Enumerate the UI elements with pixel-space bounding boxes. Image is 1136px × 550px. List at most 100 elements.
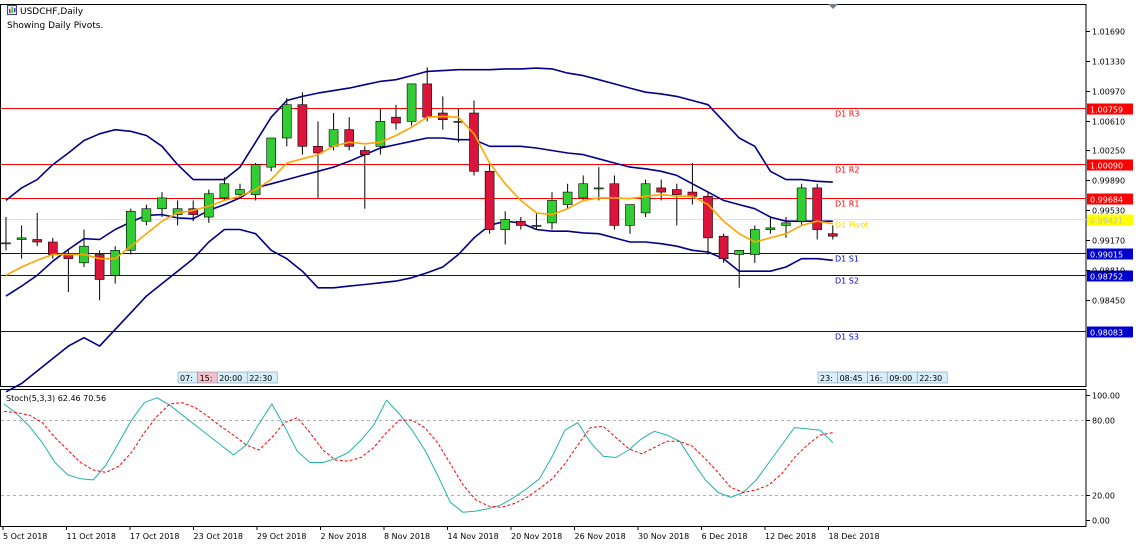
time-marker-label: 16: xyxy=(870,374,883,383)
time-marker-label: 15: xyxy=(200,374,213,383)
candle xyxy=(157,197,167,210)
pivot-price-tag xyxy=(1087,326,1133,338)
time-marker-label: 08:45 xyxy=(840,374,863,383)
price-tick-label: 0.98450 xyxy=(1092,297,1125,306)
candle xyxy=(16,237,27,240)
stoch-tick-label: 100.00 xyxy=(1092,392,1120,401)
stoch-tick-label: 20.00 xyxy=(1092,492,1115,501)
candle xyxy=(375,121,386,147)
candle xyxy=(1,242,11,245)
candle xyxy=(219,183,230,199)
pivot-label: D1 R3 xyxy=(835,110,859,119)
price-tick-label: 0.99170 xyxy=(1092,237,1125,246)
date-tick-label: 17 Oct 2018 xyxy=(130,532,179,541)
candle xyxy=(235,189,245,195)
date-tick-label: 2 Nov 2018 xyxy=(321,532,367,541)
candle xyxy=(656,187,667,193)
candle xyxy=(297,104,308,147)
price-tick-label: 1.00970 xyxy=(1092,88,1125,97)
candle xyxy=(250,164,261,195)
date-tick-label: 6 Dec 2018 xyxy=(702,532,748,541)
pivot-price-tag-label: 0.99684 xyxy=(1090,196,1123,205)
candle xyxy=(141,208,152,222)
candle xyxy=(313,146,323,154)
pivot-price-tag-label: 1.00759 xyxy=(1090,106,1123,115)
time-marker-label: 09:00 xyxy=(889,374,912,383)
date-tick-label: 23 Oct 2018 xyxy=(194,532,243,541)
stoch-signal-line xyxy=(3,402,833,508)
pivot-label: D1 S3 xyxy=(835,333,859,342)
moving-average-line xyxy=(5,115,833,277)
pivot-price-tag-label: 0.99015 xyxy=(1090,251,1123,260)
candle xyxy=(812,187,823,230)
pivot-price-tag-label: 1.00090 xyxy=(1090,162,1123,171)
stoch-tick-label: 80.00 xyxy=(1092,417,1115,426)
pivot-price-tag xyxy=(1087,103,1133,115)
time-marker-box xyxy=(246,371,278,384)
candle xyxy=(609,183,620,226)
price-tick-label: 1.00250 xyxy=(1092,147,1125,156)
pivot-price-tag-label: 0.98083 xyxy=(1090,329,1123,338)
main-panel-frame xyxy=(0,4,1087,387)
candle xyxy=(734,250,745,255)
price-tick-label: 0.98810 xyxy=(1092,267,1125,276)
candle xyxy=(796,187,807,222)
date-tick-label: 20 Nov 2018 xyxy=(511,532,562,541)
candle xyxy=(266,137,277,168)
candle xyxy=(703,195,713,239)
candle xyxy=(515,220,526,226)
pivot-subtitle: Showing Daily Pivots. xyxy=(7,21,104,31)
pivot-label: D1 S1 xyxy=(835,255,859,264)
pivot-price-tag xyxy=(1087,214,1133,226)
candle xyxy=(578,183,589,199)
date-tick-label: 14 Nov 2018 xyxy=(448,532,499,541)
candle xyxy=(593,187,604,190)
lower-bollinger-band xyxy=(5,220,833,393)
candle xyxy=(469,112,479,172)
stoch-tick-label: 0.00 xyxy=(1092,517,1110,526)
date-tick-label: 12 Dec 2018 xyxy=(765,532,816,541)
price-tick-label: 1.01330 xyxy=(1092,58,1125,67)
pivot-label: D1 R1 xyxy=(835,200,859,209)
price-tick-label: 0.99890 xyxy=(1092,177,1125,186)
candle xyxy=(32,239,43,243)
candle xyxy=(94,254,105,280)
candle xyxy=(47,241,58,255)
candle xyxy=(391,116,401,124)
candle xyxy=(640,183,651,214)
candle xyxy=(625,204,635,226)
candle xyxy=(500,219,511,230)
candle xyxy=(827,233,838,237)
candle xyxy=(344,129,355,147)
symbol-title: USDCHF,Daily xyxy=(20,7,84,17)
chart-header: USDCHF,Daily Showing Daily Pivots. xyxy=(7,5,103,33)
stoch-title: Stoch(5,3,3) 62.46 70.56 xyxy=(6,394,106,403)
pivot-label: D1 R2 xyxy=(835,166,859,175)
pivot-price-tag xyxy=(1087,270,1133,282)
time-marker-label: 23: xyxy=(820,374,833,383)
candle xyxy=(718,235,729,259)
candle xyxy=(110,250,120,276)
pivot-price-tag-label: 0.98752 xyxy=(1090,273,1123,282)
time-marker-label: 20:00 xyxy=(219,374,242,383)
date-tick-label: 5 Oct 2018 xyxy=(3,532,47,541)
candle xyxy=(765,227,776,230)
date-tick-label: 8 Nov 2018 xyxy=(384,532,430,541)
candle xyxy=(562,191,573,205)
candle xyxy=(484,170,495,230)
date-tick-label: 18 Dec 2018 xyxy=(829,532,880,541)
chart-shift-marker xyxy=(828,4,838,9)
pivot-price-tag xyxy=(1087,193,1133,205)
pivot-price-tag-label: 0.99421 xyxy=(1090,217,1123,226)
pivot-price-tag xyxy=(1087,159,1133,171)
pivot-label: D1 Pivot xyxy=(835,221,868,230)
price-tick-label: 1.00610 xyxy=(1092,118,1125,127)
price-tick-label: 1.01690 xyxy=(1092,28,1125,37)
date-tick-label: 29 Oct 2018 xyxy=(257,532,306,541)
time-marker-label: 07: xyxy=(180,374,193,383)
price-tick-label: 0.99530 xyxy=(1092,207,1125,216)
candle xyxy=(531,225,542,227)
candle xyxy=(671,189,682,195)
candle xyxy=(422,83,433,118)
